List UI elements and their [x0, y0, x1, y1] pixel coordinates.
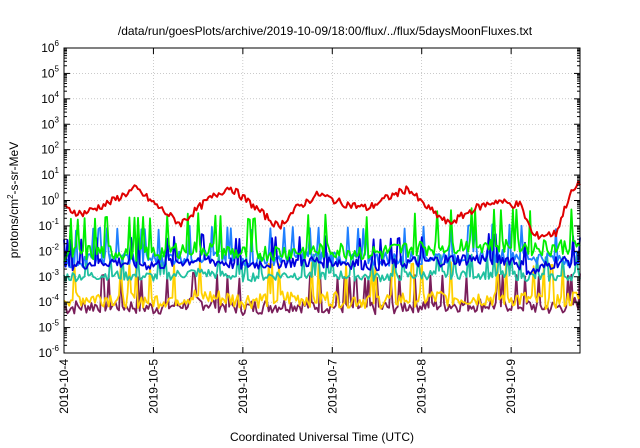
- chart-title: /data/run/goesPlots/archive/2019-10-09/1…: [118, 24, 533, 38]
- series-line-2: [63, 232, 581, 276]
- y-tick-label: 105: [41, 64, 59, 80]
- y-tick-label: 10-1: [39, 217, 60, 233]
- x-axis-label: Coordinated Universal Time (UTC): [230, 430, 414, 444]
- x-tick-label: 2019-10-5: [146, 359, 160, 414]
- x-tick-label: 2019-10-6: [236, 359, 250, 414]
- y-tick-label: 10-3: [39, 268, 60, 284]
- y-tick-label: 10-2: [39, 242, 60, 258]
- y-tick-label: 106: [41, 39, 59, 55]
- series-layer: [63, 180, 581, 317]
- series-line-1: [63, 207, 581, 263]
- x-axis: 2019-10-4 2019-10-5 2019-10-6 2019-10-7 2019…: [57, 48, 518, 414]
- y-tick-label: 10-5: [39, 319, 60, 335]
- y-tick-label: 101: [41, 166, 59, 182]
- y-axis-label-rest: -s-sr-MeV: [7, 142, 21, 195]
- y-axis-label-base: protons/cm: [7, 199, 21, 258]
- y-tick-label: 100: [41, 192, 59, 208]
- y-axis-label: protons/cm2-s-sr-MeV: [6, 142, 21, 258]
- y-tick-label: 102: [41, 141, 59, 157]
- y-axis: 10-6 10-5 10-4 10-3 10-2 10-1 100 101 102 103 104 1…: [39, 39, 580, 360]
- series-line-0: [63, 180, 581, 240]
- y-tick-label: 10-4: [39, 293, 60, 309]
- y-axis-label-exp: 2: [6, 194, 15, 199]
- x-tick-label: 2019-10-4: [57, 359, 71, 414]
- series-line-6: [63, 271, 581, 317]
- x-tick-label: 2019-10-7: [325, 359, 339, 414]
- x-tick-label: 2019-10-9: [504, 359, 518, 414]
- y-tick-label: 104: [41, 90, 59, 106]
- y-tick-label: 103: [41, 115, 59, 131]
- x-tick-label: 2019-10-8: [415, 359, 429, 414]
- y-tick-label: 10-6: [39, 344, 60, 360]
